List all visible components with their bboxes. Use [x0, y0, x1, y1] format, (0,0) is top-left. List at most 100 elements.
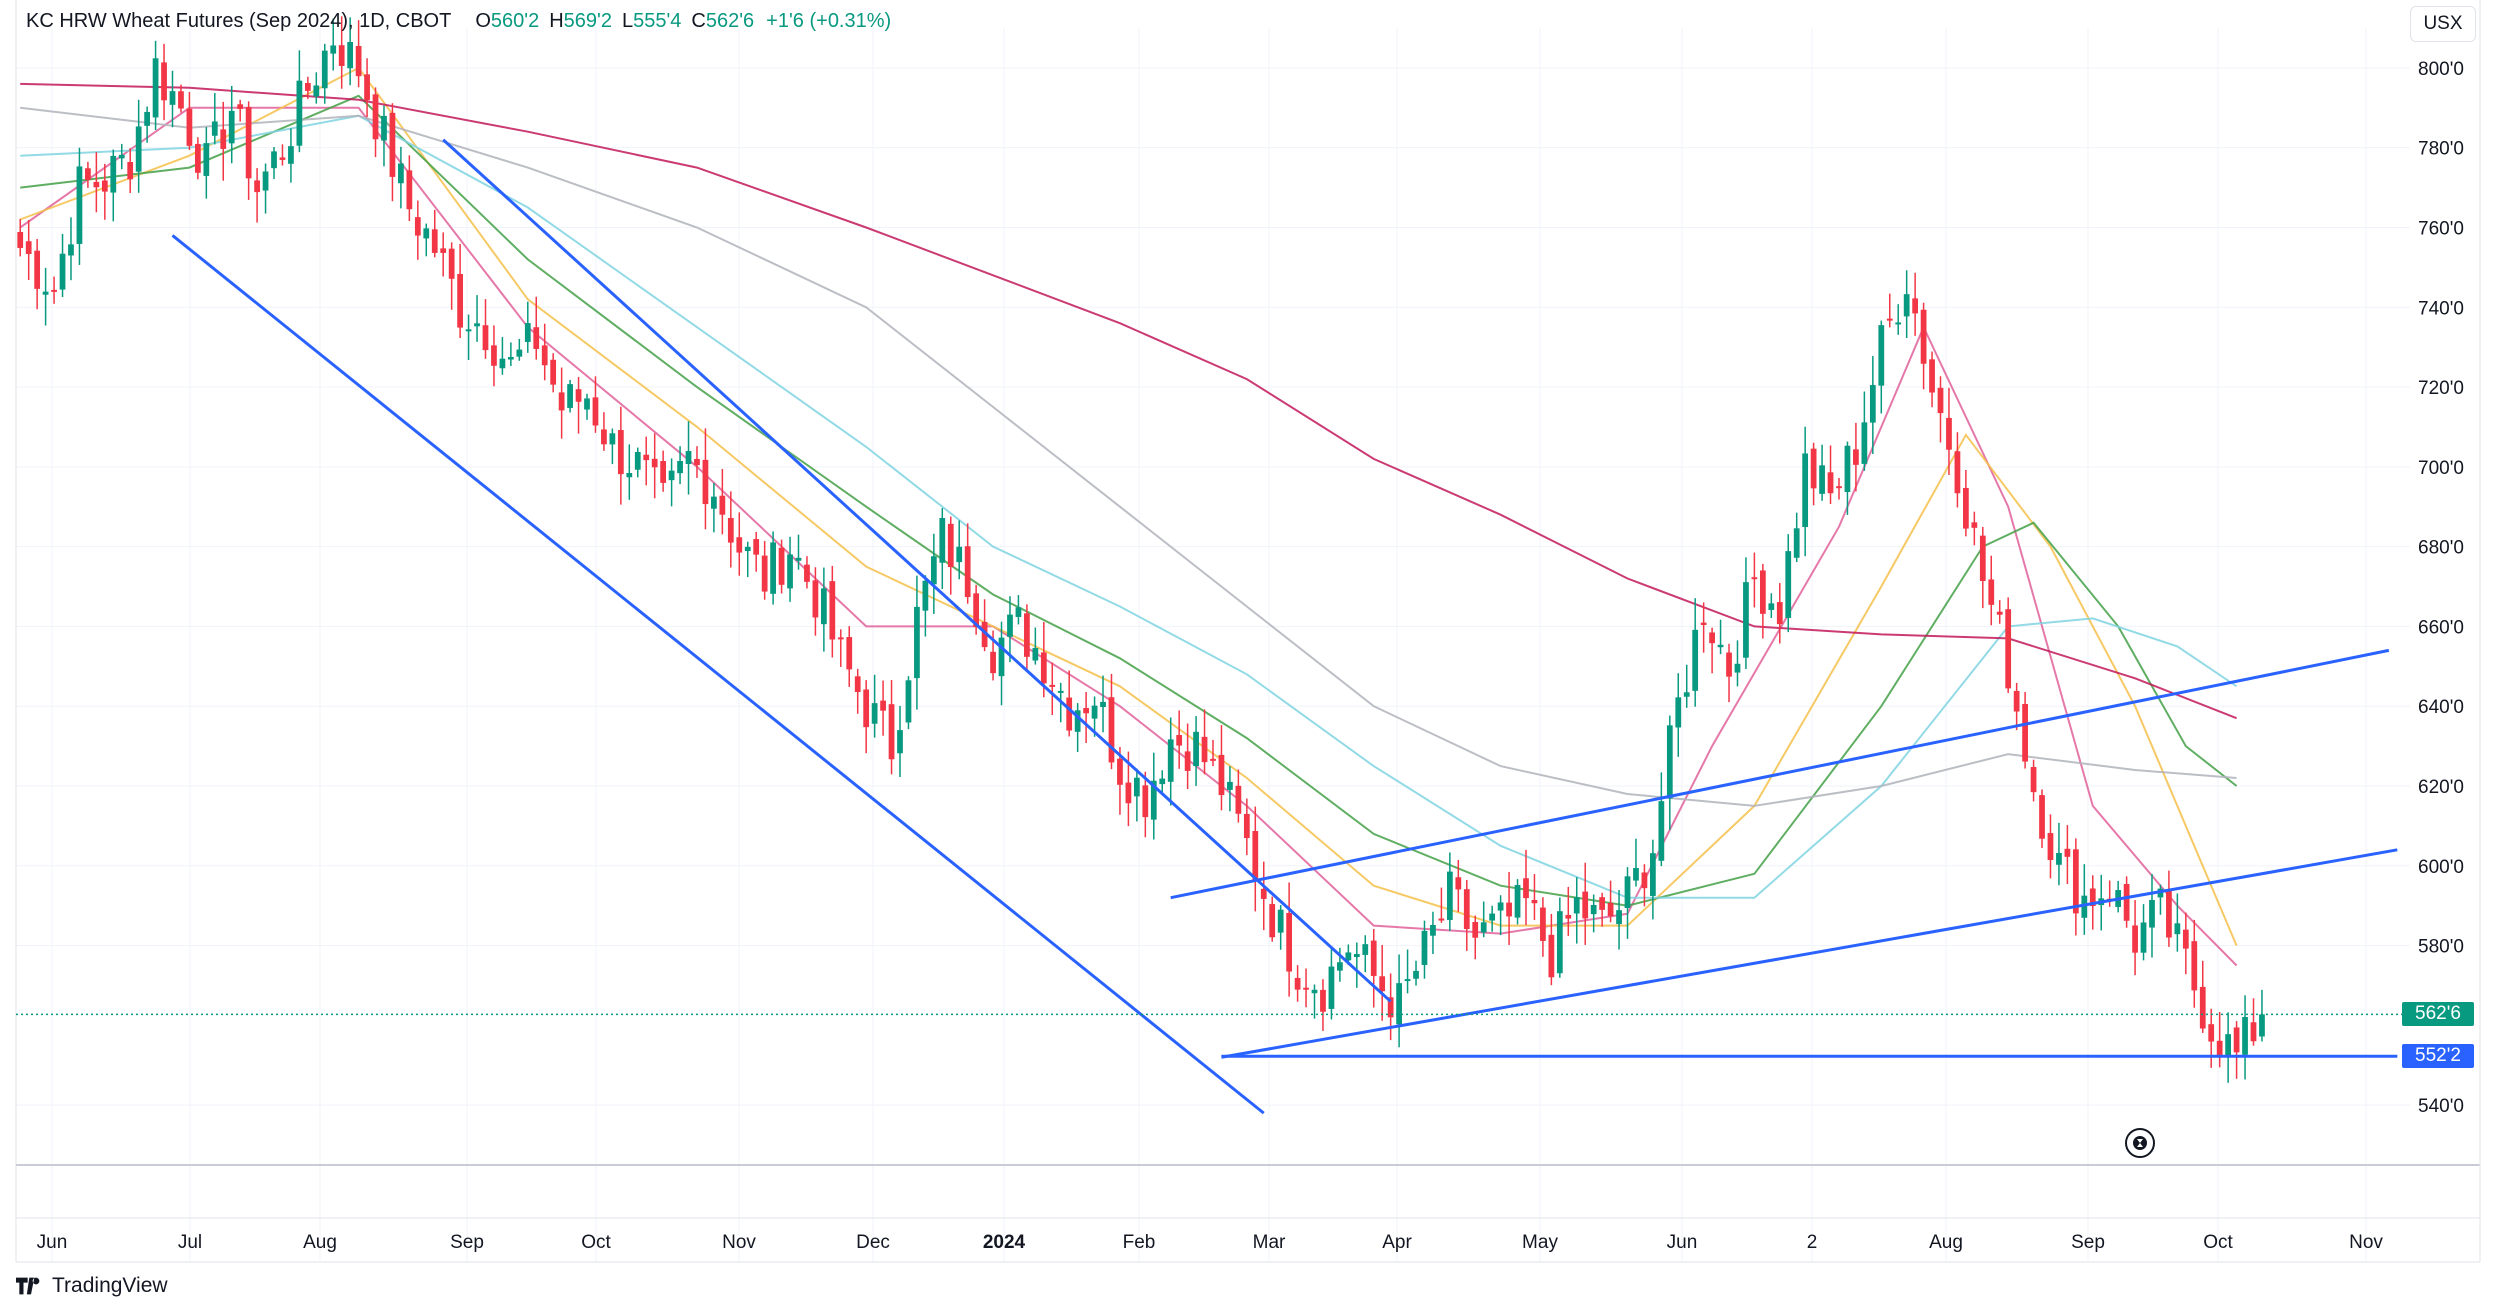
candle-body	[279, 157, 286, 160]
candle-body	[626, 473, 633, 478]
candle-body	[2081, 895, 2088, 918]
candle-body	[744, 546, 751, 552]
candle-body	[1303, 987, 1309, 990]
candle-body	[2039, 795, 2045, 839]
candle-body	[431, 229, 438, 253]
candle-body	[719, 495, 726, 515]
candle-body	[1379, 976, 1386, 992]
candle-body	[1590, 904, 1597, 915]
candle-body	[804, 564, 810, 582]
y-tick-label: 540'0	[2418, 1096, 2464, 1117]
candle-body	[981, 621, 988, 648]
candle-body	[2225, 1034, 2231, 1058]
candle-body	[1548, 934, 1555, 978]
candle-body	[25, 241, 32, 254]
candle-body	[1362, 944, 1369, 955]
candle-body	[922, 580, 929, 611]
candle-body	[2174, 923, 2181, 935]
candle-body	[1353, 953, 1360, 958]
candle-body	[1066, 697, 1073, 731]
tradingview-brand[interactable]: TradingView	[16, 1274, 168, 1298]
candle-body	[178, 91, 184, 109]
x-tick-label: Oct	[581, 1232, 611, 1253]
candle-body	[1269, 904, 1276, 938]
candle-body	[533, 327, 540, 349]
candle-body	[1768, 603, 1775, 610]
trendline	[442, 138, 1392, 1003]
candle-body	[1616, 910, 1622, 925]
candle-body	[1277, 909, 1284, 933]
candle-body	[321, 50, 328, 89]
candle-body	[1108, 697, 1115, 763]
candle-body	[2089, 888, 2096, 907]
candle-body	[2233, 1027, 2240, 1053]
candle-body	[1650, 853, 1656, 896]
x-tick-label: Aug	[303, 1232, 337, 1253]
candle-body	[195, 143, 201, 173]
candle-body	[964, 546, 971, 598]
currency-button[interactable]: USX	[2410, 6, 2476, 42]
candle-body	[110, 155, 117, 193]
candle-body	[812, 580, 819, 618]
candle-body	[634, 451, 641, 470]
candle-body	[2022, 703, 2028, 762]
candle-body	[947, 523, 954, 568]
candle-body	[1413, 970, 1419, 979]
candle-body	[254, 180, 260, 193]
candle-body	[1396, 983, 1402, 1025]
candle-body	[271, 151, 277, 169]
candle-body	[1641, 872, 1648, 889]
y-tick-label: 740'0	[2418, 298, 2464, 319]
candle-body	[1260, 888, 1267, 899]
candle-body	[914, 606, 920, 679]
candle-body	[820, 588, 827, 625]
candle-body	[694, 458, 700, 466]
candle-body	[1015, 607, 1022, 617]
candle-body	[1929, 359, 1935, 393]
replay-icon[interactable]	[2125, 1128, 2155, 1158]
candle-body	[1370, 940, 1377, 976]
candle-body	[1438, 918, 1445, 921]
candle-body	[1337, 962, 1343, 971]
candle-body	[1886, 318, 1893, 321]
candle-body	[1463, 889, 1470, 930]
x-tick-label: Nov	[2349, 1232, 2383, 1253]
candle-body	[355, 45, 362, 77]
candle-body	[617, 430, 624, 475]
candle-body	[1506, 902, 1512, 917]
candle-body	[85, 168, 91, 180]
candle-body	[220, 129, 227, 149]
candle-body	[1210, 758, 1216, 761]
moving-average-line	[20, 82, 2237, 720]
candle-body	[2259, 1014, 2265, 1037]
candle-body	[1683, 692, 1690, 697]
candle-body	[68, 244, 74, 256]
x-tick-label: Feb	[1123, 1232, 1156, 1253]
moving-average-line	[19, 66, 2238, 946]
candle-body	[118, 154, 125, 159]
candle-body	[930, 556, 937, 585]
candle-body	[1903, 294, 1910, 317]
y-tick-label: 580'0	[2418, 937, 2464, 958]
candle-body	[76, 166, 83, 244]
candle-body	[846, 637, 853, 670]
candle-body	[956, 546, 963, 563]
candle-body	[1531, 900, 1538, 904]
candle-body	[2166, 890, 2172, 938]
candle-body	[51, 289, 57, 292]
candle-body	[2199, 986, 2206, 1029]
candle-body	[829, 581, 836, 640]
x-tick-label: Mar	[1253, 1232, 1286, 1253]
candle-body	[507, 356, 514, 360]
candle-body	[211, 121, 218, 136]
candle-body	[228, 110, 235, 144]
candle-body	[398, 163, 404, 184]
candle-body	[1607, 903, 1614, 917]
support-level-tag: 552'2	[2402, 1044, 2474, 1069]
brand-label: TradingView	[52, 1274, 168, 1297]
candle-body	[2140, 922, 2147, 953]
candle-body	[1125, 782, 1132, 804]
candle-body	[1167, 739, 1174, 782]
